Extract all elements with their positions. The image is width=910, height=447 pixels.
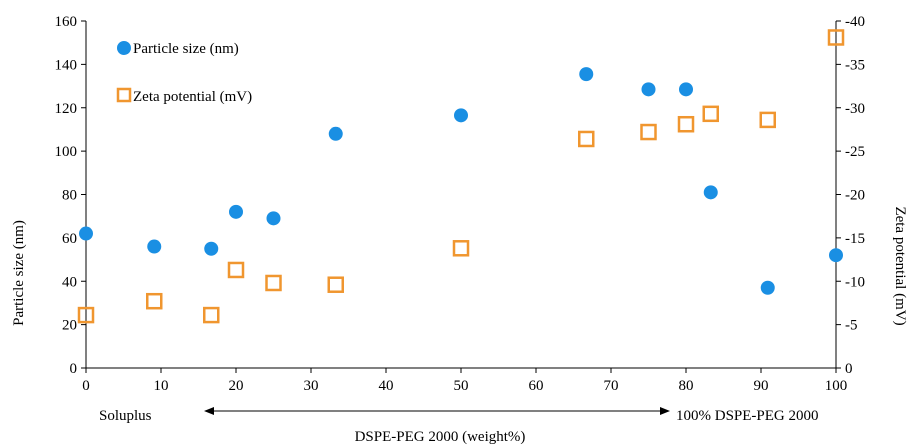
zeta-potential-point bbox=[203, 306, 220, 324]
y-left-ticks: 0 20 40 60 80 100 120 140 160 bbox=[55, 14, 86, 377]
zeta-potential-point bbox=[327, 276, 344, 293]
x-ticks: 0 10 20 30 40 50 60 70 80 90 100 bbox=[82, 368, 847, 394]
y-right-ticks: 0 -5 -10 -15 -20 -25 -30 -35 -40 bbox=[836, 14, 865, 377]
y-left-tick-label: 160 bbox=[55, 14, 78, 30]
y-left-axis-label: Particle size (nm) bbox=[11, 220, 27, 326]
zeta-potential-point bbox=[677, 115, 695, 133]
x-tick-label: 20 bbox=[229, 378, 244, 394]
double-arrow bbox=[204, 407, 670, 415]
particle-size-point bbox=[454, 108, 468, 123]
x-tick-label: 80 bbox=[679, 378, 694, 394]
x-tick-label: 10 bbox=[154, 378, 169, 394]
y-right-tick-label: -15 bbox=[845, 231, 865, 247]
legend-label-particle-size: Particle size (nm) bbox=[133, 41, 239, 57]
legend-marker-particle-size bbox=[117, 41, 131, 55]
series-particle-size bbox=[79, 67, 843, 295]
zeta-potential-point bbox=[640, 123, 657, 141]
x-tick-label: 90 bbox=[754, 378, 769, 394]
y-right-tick-label: -10 bbox=[845, 274, 865, 290]
particle-size-point bbox=[79, 226, 93, 241]
particle-size-point bbox=[703, 185, 718, 200]
particle-size-point bbox=[679, 82, 693, 97]
annotation-100-dspe: 100% DSPE-PEG 2000 bbox=[676, 408, 819, 424]
x-tick-label: 60 bbox=[529, 378, 544, 394]
series-zeta-potential bbox=[77, 29, 845, 324]
zeta-potential-point bbox=[77, 306, 95, 324]
x-tick-label: 70 bbox=[604, 378, 619, 394]
y-left-tick-label: 140 bbox=[55, 57, 78, 73]
y-right-tick-label: -25 bbox=[845, 144, 865, 160]
annotation-soluplus: Soluplus bbox=[99, 408, 152, 424]
legend: Particle size (nm) Zeta potential (mV) bbox=[116, 41, 252, 105]
particle-size-point bbox=[147, 239, 162, 254]
y-right-tick-label: -5 bbox=[845, 318, 858, 334]
zeta-potential-point bbox=[227, 261, 245, 279]
particle-size-point bbox=[641, 82, 656, 97]
particle-size-point bbox=[266, 211, 281, 226]
x-axis-label: DSPE-PEG 2000 (weight%) bbox=[355, 429, 526, 445]
y-left-tick-label: 100 bbox=[55, 144, 78, 160]
y-right-axis-label: Zeta potential (mV) bbox=[892, 206, 908, 325]
y-right-tick-label: 0 bbox=[845, 361, 853, 377]
particle-size-point bbox=[229, 204, 243, 219]
zeta-potential-point bbox=[578, 130, 595, 148]
zeta-potential-point bbox=[452, 240, 470, 257]
y-right-tick-label: -40 bbox=[845, 14, 865, 30]
x-tick-label: 0 bbox=[82, 378, 90, 394]
particle-size-point bbox=[760, 280, 775, 295]
y-left-tick-label: 0 bbox=[70, 361, 78, 377]
particle-size-point bbox=[328, 126, 343, 141]
zeta-potential-point bbox=[265, 274, 282, 292]
zeta-potential-point bbox=[759, 111, 776, 129]
y-right-tick-label: -35 bbox=[845, 57, 865, 73]
particle-size-point bbox=[204, 241, 219, 256]
zeta-potential-point bbox=[146, 292, 163, 310]
legend-label-zeta-potential: Zeta potential (mV) bbox=[133, 89, 252, 105]
x-tick-label: 40 bbox=[379, 378, 394, 394]
y-right-tick-label: -20 bbox=[845, 188, 865, 204]
particle-size-point bbox=[579, 67, 594, 82]
legend-marker-zeta-potential bbox=[116, 87, 132, 103]
y-left-tick-label: 120 bbox=[55, 101, 78, 117]
y-right-tick-label: -30 bbox=[845, 101, 865, 117]
particle-size-point bbox=[829, 248, 843, 263]
y-left-tick-label: 20 bbox=[62, 318, 77, 334]
y-left-tick-label: 40 bbox=[62, 274, 77, 290]
y-left-tick-label: 80 bbox=[62, 188, 77, 204]
zeta-potential-point bbox=[827, 29, 845, 46]
x-tick-label: 100 bbox=[825, 378, 848, 394]
x-tick-label: 30 bbox=[304, 378, 319, 394]
zeta-potential-point bbox=[702, 105, 719, 123]
plot-frame bbox=[85, 21, 837, 369]
y-left-tick-label: 60 bbox=[62, 231, 77, 247]
x-tick-label: 50 bbox=[454, 378, 469, 394]
